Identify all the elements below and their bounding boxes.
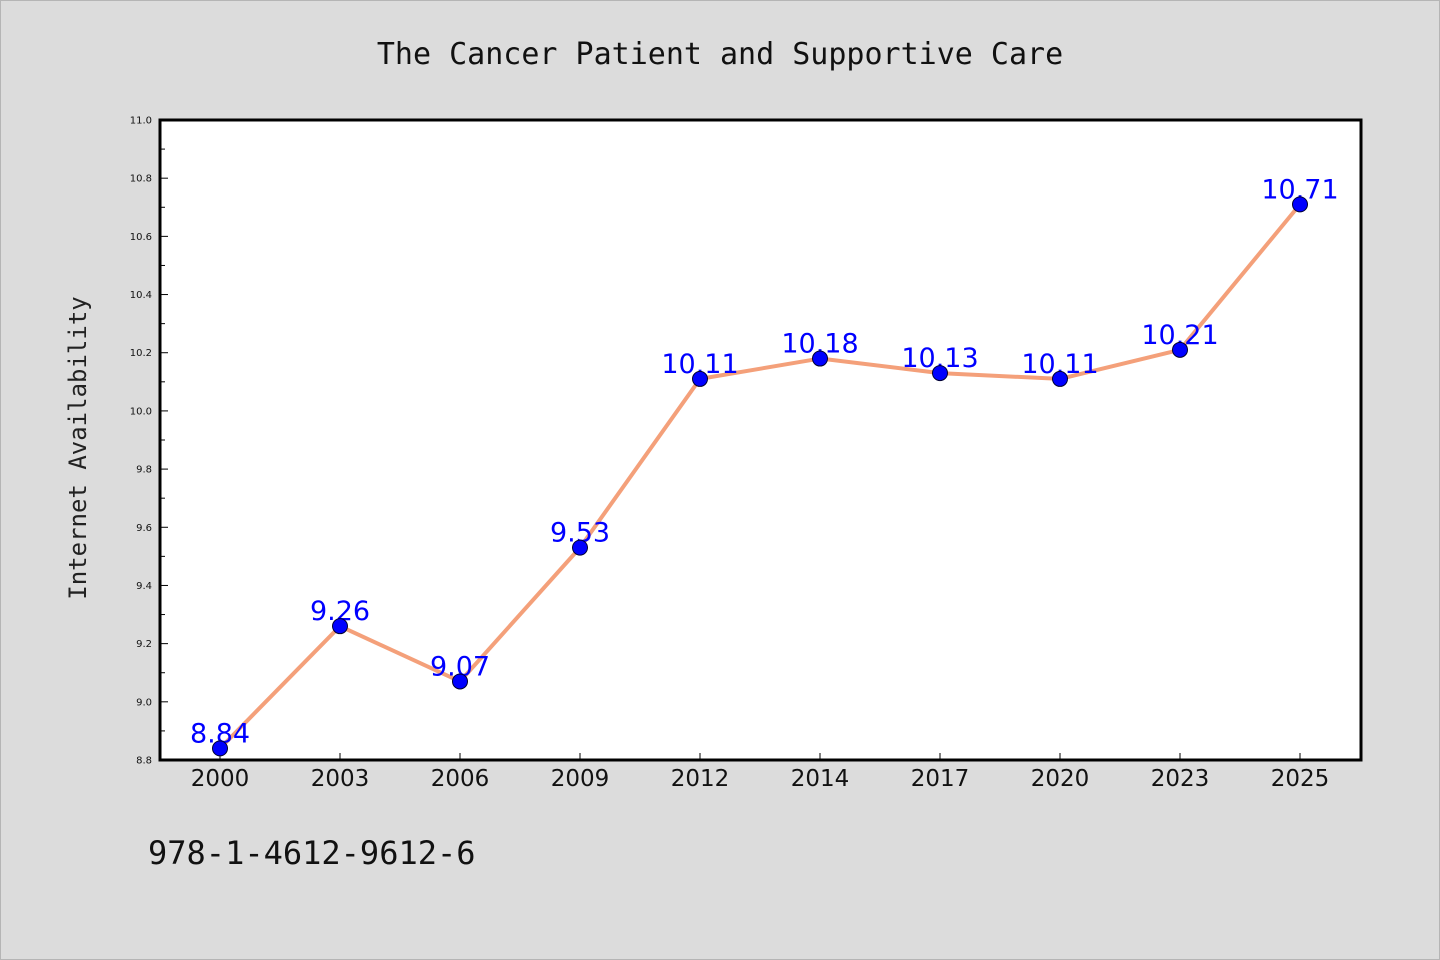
data-point (572, 539, 588, 556)
plot-area (158, 118, 1363, 762)
data-point (1052, 370, 1068, 387)
y-tick-label: 10.0 (130, 406, 152, 417)
x-tick-label: 2000 (191, 766, 250, 792)
data-point (812, 350, 828, 367)
y-axis: 8.8 9.0 9.2 9.4 9.6 9.8 10.0 10.2 10.4 10.6 10.8 11… (130, 116, 168, 767)
y-tick-label: 10.2 (130, 348, 152, 359)
y-tick-label: 10.8 (130, 174, 152, 185)
footer-isbn: 978-1-4612-9612-6 (148, 834, 476, 872)
data-point (932, 365, 948, 382)
data-point (692, 370, 708, 387)
series-line (218, 202, 1302, 751)
x-tick-label: 2023 (1151, 766, 1210, 792)
y-axis-label: Internet Availability (64, 296, 92, 599)
x-tick-label: 2025 (1271, 766, 1330, 792)
x-tick-label: 2014 (791, 766, 850, 792)
x-tick-label: 2017 (911, 766, 970, 792)
y-tick-label: 9.4 (136, 581, 152, 592)
x-tick-label: 2009 (551, 766, 610, 792)
x-tick-label: 2020 (1031, 766, 1090, 792)
data-point (212, 740, 228, 757)
data-point (1292, 196, 1308, 213)
series-polyline (218, 202, 1302, 751)
y-tick-label: 9.8 (136, 465, 152, 476)
y-tick-label: 9.0 (136, 697, 152, 708)
data-point (332, 618, 348, 635)
y-tick-label: 9.6 (136, 523, 152, 534)
data-point (452, 673, 468, 690)
x-tick-label: 2003 (311, 766, 370, 792)
y-tick-label: 9.2 (136, 639, 152, 650)
y-tick-label: 10.6 (130, 232, 152, 243)
chart-title: The Cancer Patient and Supportive Care (377, 37, 1063, 72)
y-tick-label: 8.8 (136, 756, 152, 767)
series-markers (212, 196, 1308, 757)
x-axis: 2000 2003 2006 2009 2012 2014 2017 2020 2023 2025 (191, 753, 1330, 792)
x-tick-label: 2012 (671, 766, 730, 792)
y-tick-label: 11.0 (130, 116, 152, 127)
data-point (1172, 341, 1188, 358)
y-tick-label: 10.4 (130, 290, 152, 301)
x-tick-label: 2006 (431, 766, 490, 792)
